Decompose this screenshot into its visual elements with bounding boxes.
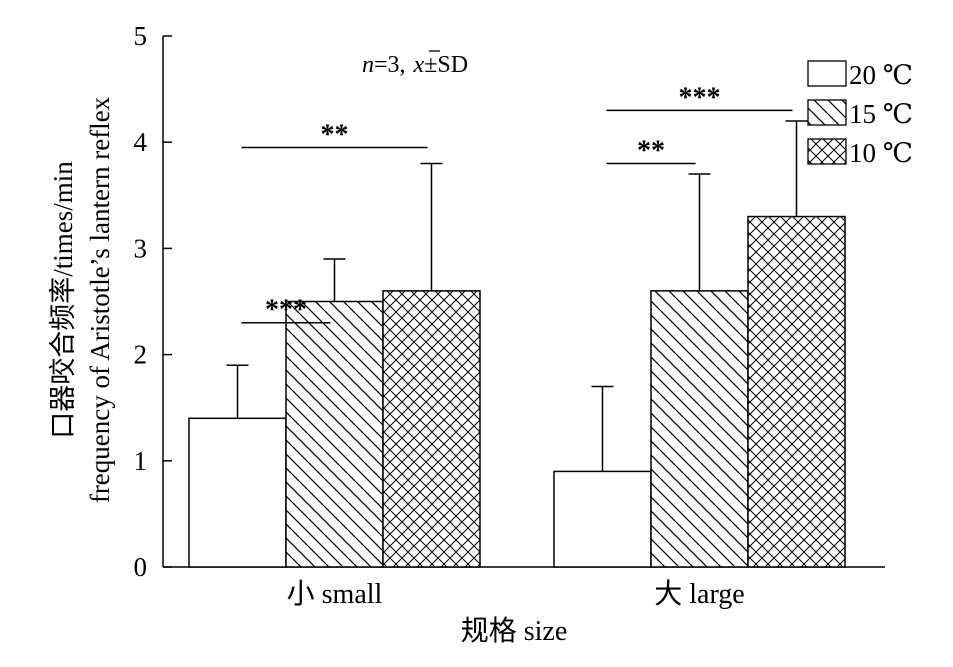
error-bars bbox=[226, 120, 808, 472]
significance-brackets: ********** bbox=[241, 82, 793, 326]
bar bbox=[382, 290, 481, 568]
legend-swatch bbox=[807, 138, 847, 165]
x-tick-label: 小 small bbox=[287, 579, 383, 610]
bar bbox=[650, 290, 749, 568]
y-ticks: 0 1 2 3 4 5 bbox=[134, 21, 172, 582]
sample-size-annotation: n=3, x±SD bbox=[362, 52, 468, 78]
annotation-mean-symbol: x bbox=[413, 52, 425, 78]
bar bbox=[747, 215, 846, 568]
annotation-n: n bbox=[362, 52, 374, 78]
x-tick-label: 大 large bbox=[654, 578, 744, 610]
x-axis-title: 规格 size bbox=[461, 615, 568, 647]
legend-label: 15 ℃ bbox=[849, 99, 913, 129]
legend-swatch bbox=[807, 60, 847, 87]
y-tick-label: 0 bbox=[134, 552, 148, 582]
y-tick-label: 4 bbox=[134, 127, 148, 157]
x-ticks: 小 small 大 large bbox=[287, 578, 745, 610]
bar bbox=[285, 300, 384, 568]
y-tick-label: 3 bbox=[134, 233, 148, 263]
significance-label: *** bbox=[679, 82, 721, 113]
bar bbox=[553, 470, 652, 568]
legend-label: 10 ℃ bbox=[849, 138, 913, 168]
y-tick-label: 2 bbox=[134, 340, 148, 370]
y-tick-label: 5 bbox=[134, 21, 148, 51]
annotation-sd: ±SD bbox=[424, 52, 468, 78]
bar bbox=[188, 417, 287, 568]
significance-label: *** bbox=[265, 295, 307, 326]
bars bbox=[188, 215, 846, 568]
y-axis-title-line1: 口器咬合频率/times/min bbox=[48, 161, 78, 439]
legend: 20 ℃ 15 ℃ 10 ℃ bbox=[807, 60, 913, 168]
legend-swatch bbox=[807, 99, 847, 126]
legend-label: 20 ℃ bbox=[849, 60, 913, 90]
y-axis-title-line2: frequency of Aristotle’s lantern reflex bbox=[85, 96, 115, 503]
annotation-count: =3, bbox=[374, 52, 406, 78]
y-tick-label: 1 bbox=[134, 446, 148, 476]
significance-label: ** bbox=[321, 120, 349, 151]
significance-label: ** bbox=[637, 135, 665, 166]
